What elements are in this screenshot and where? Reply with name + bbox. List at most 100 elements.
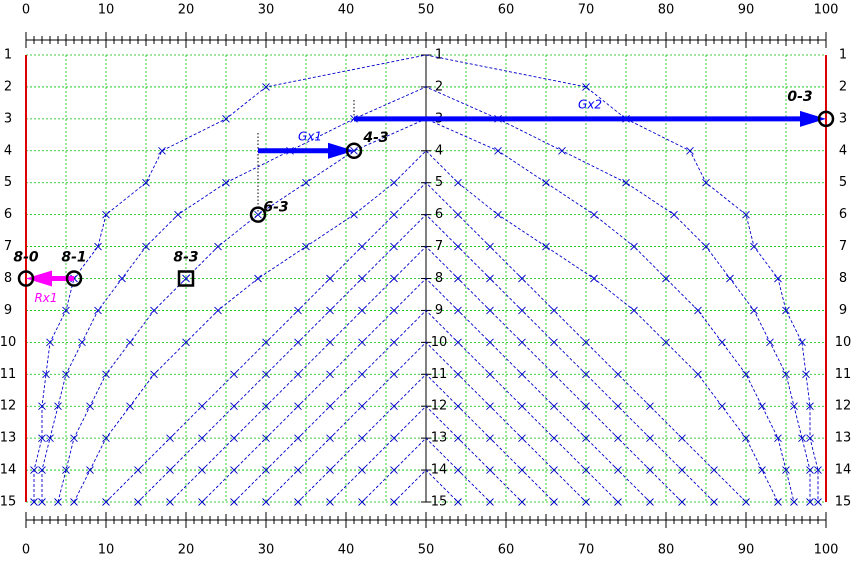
point-marker <box>358 402 366 411</box>
point-marker <box>702 242 710 251</box>
point-marker <box>230 402 238 411</box>
point-marker <box>550 370 558 379</box>
point-marker <box>326 498 334 506</box>
point-marker <box>214 242 222 251</box>
point-marker <box>518 434 526 442</box>
x-tick-label: 60 <box>498 3 515 18</box>
point-marker <box>806 498 814 506</box>
point-marker <box>550 434 558 442</box>
point-marker <box>678 434 686 442</box>
point-marker <box>518 274 526 283</box>
point-marker <box>390 370 398 379</box>
point-marker <box>486 498 494 506</box>
point-marker <box>590 274 598 283</box>
point-marker <box>150 370 158 379</box>
point-marker <box>486 274 494 283</box>
point-marker <box>790 498 798 506</box>
x-tick-label: 30 <box>258 543 275 558</box>
point-marker <box>646 498 654 506</box>
row-label: 1 <box>839 48 847 63</box>
point-marker <box>198 402 206 411</box>
point-marker <box>750 242 758 251</box>
point-marker <box>230 370 238 379</box>
point-marker <box>806 402 814 411</box>
point-marker <box>126 338 134 347</box>
point-marker <box>454 338 462 347</box>
point-marker <box>358 466 366 474</box>
curve <box>169 245 683 503</box>
row-label: 12 <box>431 399 448 414</box>
x-tick-label: 20 <box>178 543 195 558</box>
point-marker <box>582 402 590 411</box>
x-tick-label: 100 <box>814 3 839 18</box>
point-marker <box>390 210 398 219</box>
arrow-label: Gx2 <box>578 97 602 111</box>
point-marker <box>230 434 238 442</box>
point-marker <box>454 498 462 506</box>
point-marker <box>42 370 50 379</box>
point-marker <box>550 402 558 411</box>
row-label: 9 <box>839 303 847 318</box>
point-marker <box>774 498 782 506</box>
x-tick-label: 80 <box>658 3 675 18</box>
point-marker <box>294 466 302 474</box>
point-marker <box>70 434 78 442</box>
point-marker <box>486 370 494 379</box>
point-marker <box>102 434 110 442</box>
point-marker <box>182 274 190 283</box>
arrow-head <box>26 270 52 287</box>
point-marker <box>582 83 590 91</box>
point-marker <box>614 402 622 411</box>
point-marker <box>662 274 670 283</box>
point-marker <box>454 274 462 283</box>
point-marker <box>454 466 462 474</box>
point-marker <box>94 306 102 315</box>
x-tick-label: 40 <box>338 3 355 18</box>
point-marker <box>62 370 70 379</box>
row-label: 14 <box>835 463 852 478</box>
point-marker <box>806 434 814 442</box>
point-marker <box>550 466 558 474</box>
point-marker <box>254 274 262 283</box>
point-marker <box>646 402 654 411</box>
point-marker <box>518 498 526 506</box>
x-tick-label: 40 <box>338 543 355 558</box>
point-marker <box>486 402 494 411</box>
point-marker <box>542 242 550 251</box>
row-label: 12 <box>835 399 852 414</box>
point-marker <box>254 210 262 219</box>
point-marker <box>86 466 94 474</box>
point-marker <box>262 498 270 506</box>
node-label: 4-3 <box>362 130 388 146</box>
row-label: 8 <box>435 271 443 286</box>
point-marker <box>350 210 358 219</box>
row-label: 15 <box>431 495 448 510</box>
point-marker <box>262 83 270 91</box>
point-marker <box>694 370 702 379</box>
point-marker <box>262 338 270 347</box>
point-marker <box>390 242 398 251</box>
arrow-head <box>328 142 354 159</box>
point-marker <box>782 370 790 379</box>
row-label: 4 <box>839 143 847 158</box>
point-marker <box>614 434 622 442</box>
x-tick-label: 30 <box>258 3 275 18</box>
point-marker <box>718 338 726 347</box>
point-marker <box>358 370 366 379</box>
point-marker <box>198 498 206 506</box>
row-label: 2 <box>435 79 443 94</box>
point-marker <box>350 146 358 155</box>
row-label: 14 <box>431 463 448 478</box>
point-marker <box>166 498 174 506</box>
point-marker <box>774 274 782 283</box>
point-marker <box>262 434 270 442</box>
point-marker <box>62 306 70 315</box>
point-marker <box>454 178 462 187</box>
point-marker <box>758 466 766 474</box>
node-label: 8-1 <box>61 250 86 266</box>
point-marker <box>294 370 302 379</box>
row-label: 13 <box>0 431 16 446</box>
point-marker <box>46 434 54 442</box>
row-label: 2 <box>4 79 12 94</box>
point-marker <box>790 402 798 411</box>
